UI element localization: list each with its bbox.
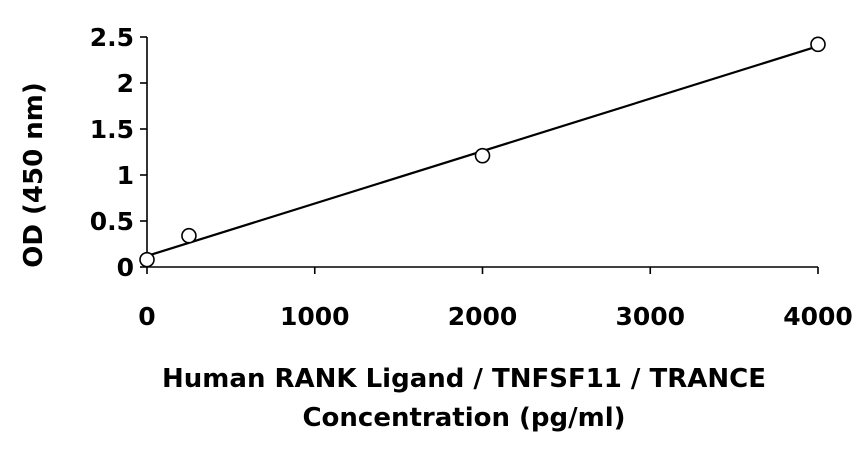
y-tick-label: 1.5 xyxy=(90,115,134,144)
x-axis-title-line-2: Concentration (pg/ml) xyxy=(302,403,625,433)
data-point xyxy=(474,147,491,164)
y-tick-label: 1 xyxy=(117,161,134,190)
y-tick-label: 0 xyxy=(117,253,134,282)
x-axis-title-line-1: Human RANK Ligand / TNFSF11 / TRANCE xyxy=(162,364,766,394)
y-tick-label: 2.5 xyxy=(90,23,134,52)
data-point xyxy=(139,251,155,268)
y-axis-title: OD (450 nm) xyxy=(19,82,49,267)
x-tick-label: 0 xyxy=(138,302,155,331)
x-tick-label: 3000 xyxy=(615,302,685,331)
x-tick-label: 2000 xyxy=(448,302,518,331)
axis-titles: OD (450 nm) Human RANK Ligand / TNFSF11 … xyxy=(19,82,766,433)
x-tick-label: 4000 xyxy=(783,302,853,331)
ticks: 0 0.5 1 1.5 2 2.5 0 1000 2000 3000 4000 xyxy=(90,23,853,331)
data-points xyxy=(139,36,826,268)
data-point xyxy=(810,36,826,53)
y-tick-label: 2 xyxy=(117,69,134,98)
x-tick-label: 1000 xyxy=(280,302,350,331)
data-point xyxy=(181,227,197,244)
y-tick-label: 0.5 xyxy=(90,207,134,236)
